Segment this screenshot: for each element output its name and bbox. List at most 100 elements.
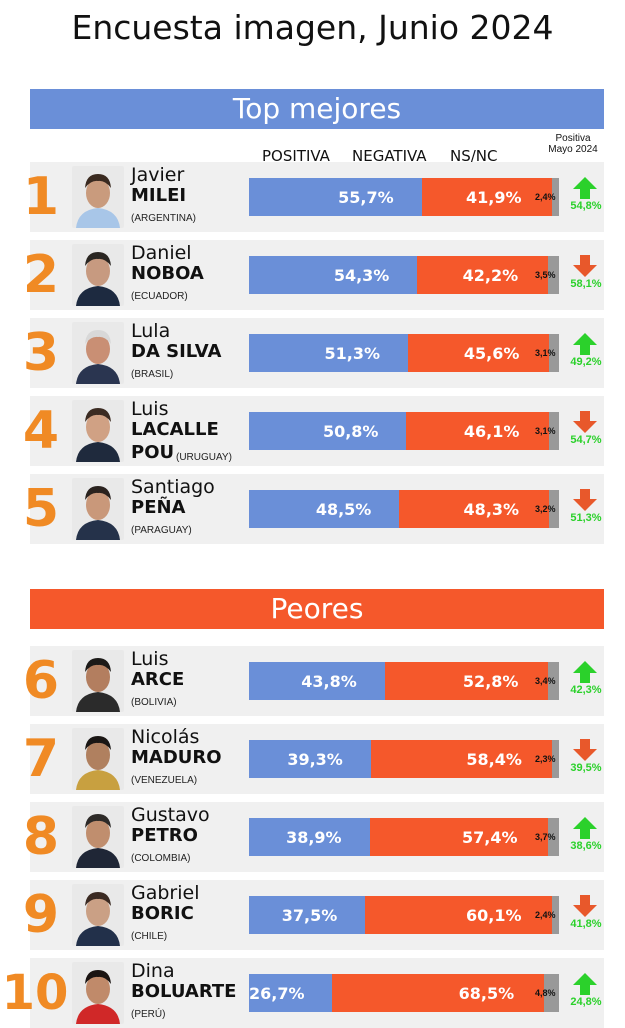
leader-country: (ECUADOR) — [131, 291, 188, 302]
bar-segment-nsnc — [551, 896, 559, 934]
chart-title: Encuesta imagen, Junio 2024 — [71, 8, 554, 47]
portrait-arce-icon — [72, 650, 124, 712]
bar-segment-nsnc — [551, 740, 559, 778]
leader-row: 7 Nicolás MADURO (VENEZUELA) 39,3% 58,4% 2,3% 3… — [23, 724, 604, 794]
positive-value-label: 43,8% — [301, 672, 357, 691]
previous-positive-value: 38,6% — [570, 840, 602, 852]
leader-row: 5 Santiago PEÑA (PARAGUAY) 48,5% 48,3% 3,2% 51,… — [23, 474, 604, 544]
previous-header-line2: Mayo 2024 — [548, 144, 598, 155]
previous-positive-value: 58,1% — [570, 278, 602, 290]
bar-segment-negative — [369, 818, 548, 856]
rank-number: 6 — [22, 651, 60, 711]
positive-value-label: 38,9% — [286, 828, 342, 847]
leader-country: (URUGUAY) — [176, 452, 232, 463]
rank-number: 2 — [22, 245, 60, 305]
negative-value-label: 68,5% — [458, 984, 515, 1003]
negative-value-label: 42,2% — [462, 266, 519, 285]
leader-country: (BOLIVIA) — [131, 697, 177, 708]
stacked-bar: 39,3% 58,4% — [249, 740, 559, 778]
leader-row: 6 Luis ARCE (BOLIVIA) 43,8% 52,8% 3,4% 42,3% — [23, 646, 604, 716]
leader-country: (ARGENTINA) — [131, 213, 196, 224]
nsnc-value-label: 3,4% — [535, 676, 556, 686]
bar-segment-nsnc — [549, 412, 559, 450]
positive-value-label: 26,7% — [249, 984, 305, 1003]
stacked-bar: 26,7% 68,5% — [249, 974, 559, 1012]
leader-row: 10 Dina BOLUARTE (PERÚ) 26,7% 68,5% 4,8% 24,8% — [2, 958, 604, 1028]
rank-number: 4 — [22, 401, 60, 461]
nsnc-value-label: 2,4% — [535, 910, 556, 920]
stacked-bar: 38,9% 57,4% — [249, 818, 559, 856]
leader-first-name: Nicolás — [131, 726, 200, 748]
rank-number: 9 — [22, 885, 60, 945]
bar-segment-positive — [249, 896, 366, 934]
bar-segment-negative — [421, 178, 552, 216]
leader-row: 3 Lula DA SILVA (BRASIL) 51,3% 45,6% 3,1% 49,2% — [23, 318, 604, 388]
leader-row: 2 Daniel NOBOA (ECUADOR) 54,3% 42,2% 3,5% 58,1% — [23, 240, 604, 310]
bar-segment-positive — [249, 974, 332, 1012]
bar-segment-positive — [249, 178, 422, 216]
negative-value-label: 57,4% — [462, 828, 518, 847]
leader-last-name: PETRO — [131, 825, 198, 846]
portrait-petro-icon — [72, 806, 124, 868]
nsnc-value-label: 3,1% — [535, 426, 556, 436]
leader-row: 8 Gustavo PETRO (COLOMBIA) 38,9% 57,4% 3,7% 38,… — [23, 802, 604, 872]
arrow-down-icon — [572, 894, 598, 918]
arrow-up-icon — [572, 972, 598, 996]
leader-last-name: MILEI — [131, 185, 187, 206]
bar-segment-nsnc — [547, 818, 559, 856]
leader-first-name: Gabriel — [131, 882, 200, 904]
previous-positive-value: 39,5% — [570, 762, 602, 774]
column-header-nsnc: NS/NC — [450, 147, 498, 165]
portrait-lula-icon — [72, 322, 124, 384]
bar-segment-positive — [249, 490, 400, 528]
rank-number: 7 — [22, 729, 60, 789]
rank-number: 5 — [22, 479, 60, 539]
nsnc-value-label: 3,2% — [535, 504, 556, 514]
bar-segment-nsnc — [548, 662, 559, 700]
nsnc-value-label: 4,8% — [535, 988, 556, 998]
stacked-bar: 37,5% 60,1% — [249, 896, 559, 934]
bar-segment-nsnc — [549, 334, 559, 372]
stacked-bar: 51,3% 45,6% — [249, 334, 559, 372]
bar-segment-positive — [249, 740, 371, 778]
bar-segment-negative — [406, 412, 550, 450]
bar-segment-negative — [399, 490, 550, 528]
leader-first-name: Gustavo — [131, 804, 210, 826]
bar-segment-negative — [384, 662, 549, 700]
negative-value-label: 45,6% — [463, 344, 520, 363]
previous-positive-value: 49,2% — [570, 356, 602, 368]
arrow-up-icon — [572, 660, 598, 684]
leader-country: (PARAGUAY) — [131, 525, 192, 536]
column-header-positive: POSITIVA — [262, 147, 330, 165]
portrait-milei-icon — [72, 166, 124, 228]
leader-last-name: LACALLE — [131, 419, 219, 440]
portrait-pena-icon — [72, 478, 124, 540]
section-header-bottom: Peores — [30, 589, 604, 629]
bar-segment-nsnc — [544, 974, 559, 1012]
bar-segment-nsnc — [548, 256, 559, 294]
stacked-bar: 50,8% 46,1% — [249, 412, 559, 450]
negative-value-label: 60,1% — [466, 906, 522, 925]
column-header-negative: NEGATIVA — [352, 147, 427, 165]
previous-positive-value: 51,3% — [570, 512, 602, 524]
stacked-bar: 55,7% 41,9% — [249, 178, 559, 216]
leader-first-name: Daniel — [131, 242, 192, 264]
bar-segment-negative — [417, 256, 549, 294]
negative-value-label: 46,1% — [463, 422, 520, 441]
positive-value-label: 50,8% — [322, 422, 379, 441]
positive-value-label: 37,5% — [281, 906, 338, 925]
nsnc-value-label: 2,3% — [535, 754, 556, 764]
previous-header-line1: Positiva — [555, 133, 591, 144]
bar-segment-negative — [365, 896, 552, 934]
positive-value-label: 55,7% — [338, 188, 394, 207]
bar-segment-positive — [249, 662, 385, 700]
portrait-lacalle-icon — [72, 400, 124, 462]
leader-first-name: Santiago — [131, 476, 215, 498]
section-header-top: Top mejores — [30, 89, 604, 129]
nsnc-value-label: 3,5% — [535, 270, 556, 280]
column-header-previous: Positiva Mayo 2024 — [536, 133, 610, 155]
previous-positive-value: 54,8% — [570, 200, 602, 212]
previous-positive-value: 42,3% — [570, 684, 602, 696]
positive-value-label: 51,3% — [324, 344, 381, 363]
leader-country: (BRASIL) — [131, 369, 174, 380]
